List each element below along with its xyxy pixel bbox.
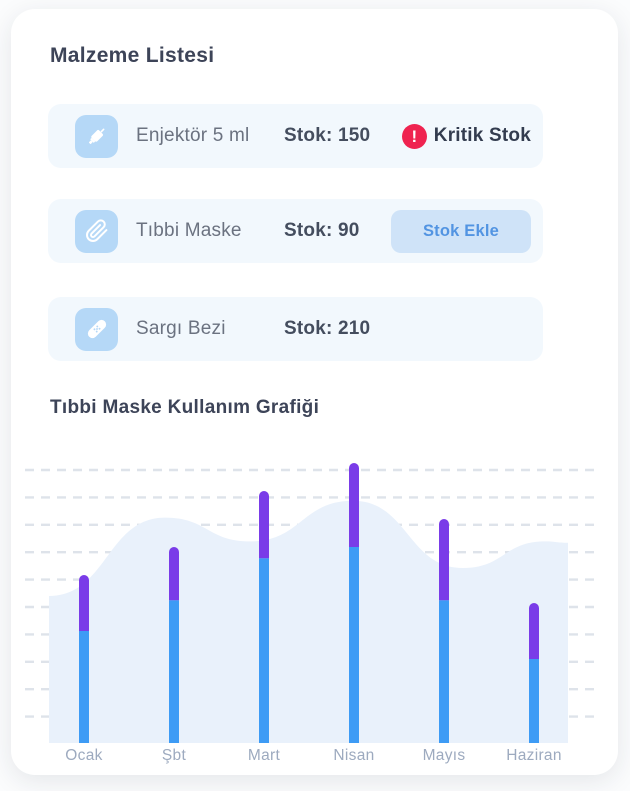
- page-title: Malzeme Listesi: [50, 44, 215, 67]
- list-item-sargi-bezi: Sargı Bezi Stok: 210: [48, 297, 543, 361]
- list-item-enjektor: Enjektör 5 ml Stok: 150 ! Kritik Stok: [48, 104, 543, 168]
- paperclip-icon: [75, 209, 118, 253]
- svg-text:Nisan: Nisan: [333, 747, 374, 764]
- material-name: Tıbbi Maske: [136, 220, 242, 241]
- svg-text:Haziran: Haziran: [506, 747, 562, 764]
- material-name: Sargı Bezi: [136, 318, 226, 339]
- action-group: Stok Ekle: [391, 209, 531, 253]
- svg-text:Şbt: Şbt: [162, 747, 187, 764]
- svg-text:Ocak: Ocak: [65, 747, 102, 764]
- bandage-icon: [75, 307, 118, 351]
- svg-text:Mart: Mart: [248, 747, 281, 764]
- stock-value: Stok: 90: [284, 220, 360, 241]
- status-badge: Kritik Stok: [433, 125, 531, 146]
- chart-title: Tıbbi Maske Kullanım Grafiği: [50, 397, 320, 418]
- svg-text:Mayıs: Mayıs: [423, 747, 466, 764]
- list-item-tibbi-maske: Tıbbi Maske Stok: 90 Stok Ekle: [48, 199, 543, 263]
- stock-value: Stok: 150: [284, 125, 371, 146]
- add-stock-button[interactable]: Stok Ekle: [391, 209, 531, 253]
- syringe-icon: [75, 114, 118, 158]
- usage-chart: Ocak Şbt Mart Nisan Mayıs Haziran: [25, 463, 600, 764]
- stock-value: Stok: 210: [284, 318, 371, 339]
- alert-icon: !: [401, 123, 427, 149]
- status-group: ! Kritik Stok: [401, 123, 531, 149]
- material-name: Enjektör 5 ml: [136, 125, 250, 146]
